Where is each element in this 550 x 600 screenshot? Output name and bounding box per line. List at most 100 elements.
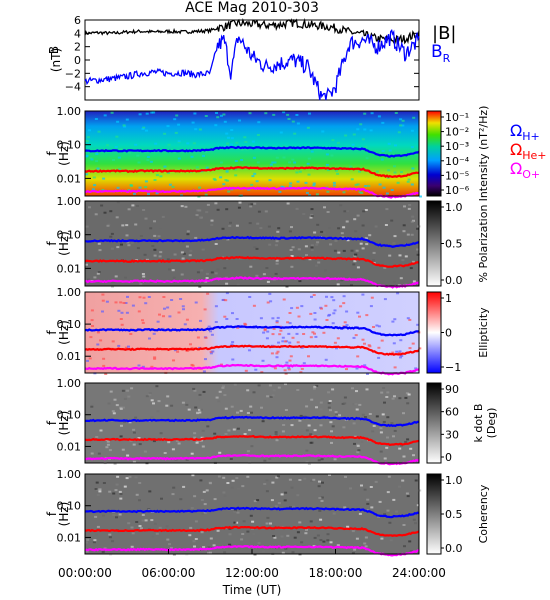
kdotb-speckle <box>266 395 270 398</box>
intensity-speckle <box>394 112 398 114</box>
ellipticity-speckle <box>96 331 100 334</box>
intensity-speckle <box>271 161 275 164</box>
coherency-speckle <box>190 507 194 509</box>
coherency-speckle <box>194 538 198 540</box>
intensity-speckle <box>275 156 279 159</box>
ellipticity-speckle <box>406 317 410 320</box>
coherency-speckle <box>251 528 254 530</box>
time-axis: 00:00:00 06:00:00 12:00:00 18:00:00 24:00:00 <box>58 549 446 580</box>
intensity-speckle <box>360 192 364 194</box>
coherency-speckle <box>148 490 152 493</box>
ellipticity-speckle <box>307 355 310 358</box>
intensity-speckle <box>399 124 403 127</box>
ellipticity-speckle <box>124 302 128 304</box>
kdotb-speckle <box>393 395 396 398</box>
polarization-speckle <box>158 255 162 258</box>
intensity-speckle <box>388 149 392 152</box>
coherency-speckle <box>269 522 272 525</box>
kdotb-speckle <box>230 405 234 408</box>
coherency-speckle <box>263 483 267 485</box>
intensity-speckle <box>222 183 226 186</box>
polarization-gyro-H-line <box>84 235 420 248</box>
intensity-speckle <box>198 186 202 189</box>
coherency-speckle <box>288 478 292 481</box>
intensity-speckle <box>298 170 302 173</box>
polarization-speckle <box>111 285 114 288</box>
polarization-speckle <box>131 204 135 207</box>
intensity-speckle <box>90 158 94 161</box>
coherency-speckle <box>185 511 189 514</box>
ellipticity-speckle <box>263 329 267 332</box>
polarization-speckle <box>226 238 230 241</box>
ellipticity-speckle <box>342 295 346 298</box>
ellipticity-speckle <box>261 359 265 362</box>
coherency-speckle <box>332 512 336 515</box>
coherency-speckle <box>378 500 382 503</box>
ellipticity-speckle <box>182 308 185 311</box>
kdotb-speckle <box>202 390 206 393</box>
polarization-gyro-He-line <box>84 255 420 268</box>
ellipticity-speckle <box>221 299 225 301</box>
intensity-speckle <box>336 141 340 144</box>
polarization-speckle <box>372 265 376 268</box>
kdotb-speckle <box>177 442 181 445</box>
polarization-speckle <box>196 209 200 212</box>
coherency-speckle <box>363 488 367 491</box>
polarization-speckle <box>210 271 214 274</box>
intensity-speckle <box>381 121 385 124</box>
polarization-speckle <box>359 242 363 245</box>
intensity-speckle <box>174 131 178 134</box>
polarization-speckle <box>392 242 396 245</box>
intensity-speckle <box>220 114 223 117</box>
time-axis-tick-label: 00:00:00 <box>58 566 112 580</box>
polarization-speckle <box>275 240 279 243</box>
kdotb-speckle <box>195 441 199 444</box>
polarization-speckle <box>403 205 406 208</box>
kdotb-speckle <box>201 445 205 448</box>
polarization-speckle <box>346 239 350 242</box>
kdotb-speckle <box>130 387 134 390</box>
intensity-speckle <box>387 169 391 172</box>
kdotb-speckle <box>248 429 252 432</box>
kdotb-speckle <box>331 388 335 391</box>
intensity-speckle <box>145 129 148 132</box>
polarization-speckle <box>221 227 225 230</box>
intensity-speckle <box>264 112 268 115</box>
polarization-speckle <box>333 249 337 252</box>
ellipticity-speckle <box>119 301 123 304</box>
ellipticity-speckle <box>271 333 275 336</box>
coherency-speckle <box>406 495 410 498</box>
kdotb-speckle <box>196 411 199 414</box>
polarization-speckle <box>110 232 114 235</box>
kdotb-speckle <box>404 396 408 399</box>
polarization-speckle <box>399 277 403 280</box>
polarization-speckle <box>236 283 240 286</box>
polarization-speckle <box>409 267 413 270</box>
coherency-speckle <box>96 525 100 528</box>
ellipticity-speckle <box>86 359 89 362</box>
polarization-speckle <box>383 266 387 269</box>
kdotb-speckle <box>229 458 233 460</box>
polarization-speckle <box>139 282 143 285</box>
ellipticity-speckle <box>397 352 401 354</box>
intensity-speckle <box>369 129 373 132</box>
coherency-speckle <box>312 478 316 481</box>
kdotb-speckle <box>277 386 281 389</box>
coherency-speckle <box>383 513 387 516</box>
ellipticity-speckle <box>185 318 189 321</box>
coherency-speckle <box>202 546 206 548</box>
polarization-speckle <box>265 267 269 269</box>
ellipticity-frame <box>84 291 420 374</box>
polarization-speckle <box>182 252 186 255</box>
coherency-speckle <box>296 531 300 534</box>
ellipticity-speckle <box>223 315 227 318</box>
coherency-speckle <box>280 535 284 538</box>
kdotb-speckle <box>375 426 379 429</box>
ellipticity-speckle <box>202 370 206 373</box>
coherency-speckle <box>191 474 195 477</box>
coherency-speckle <box>240 538 244 541</box>
polarization-speckle <box>127 244 131 247</box>
kdotb-speckle <box>335 413 339 416</box>
coherency-speckle <box>233 510 237 513</box>
polarization-speckle <box>109 235 113 238</box>
